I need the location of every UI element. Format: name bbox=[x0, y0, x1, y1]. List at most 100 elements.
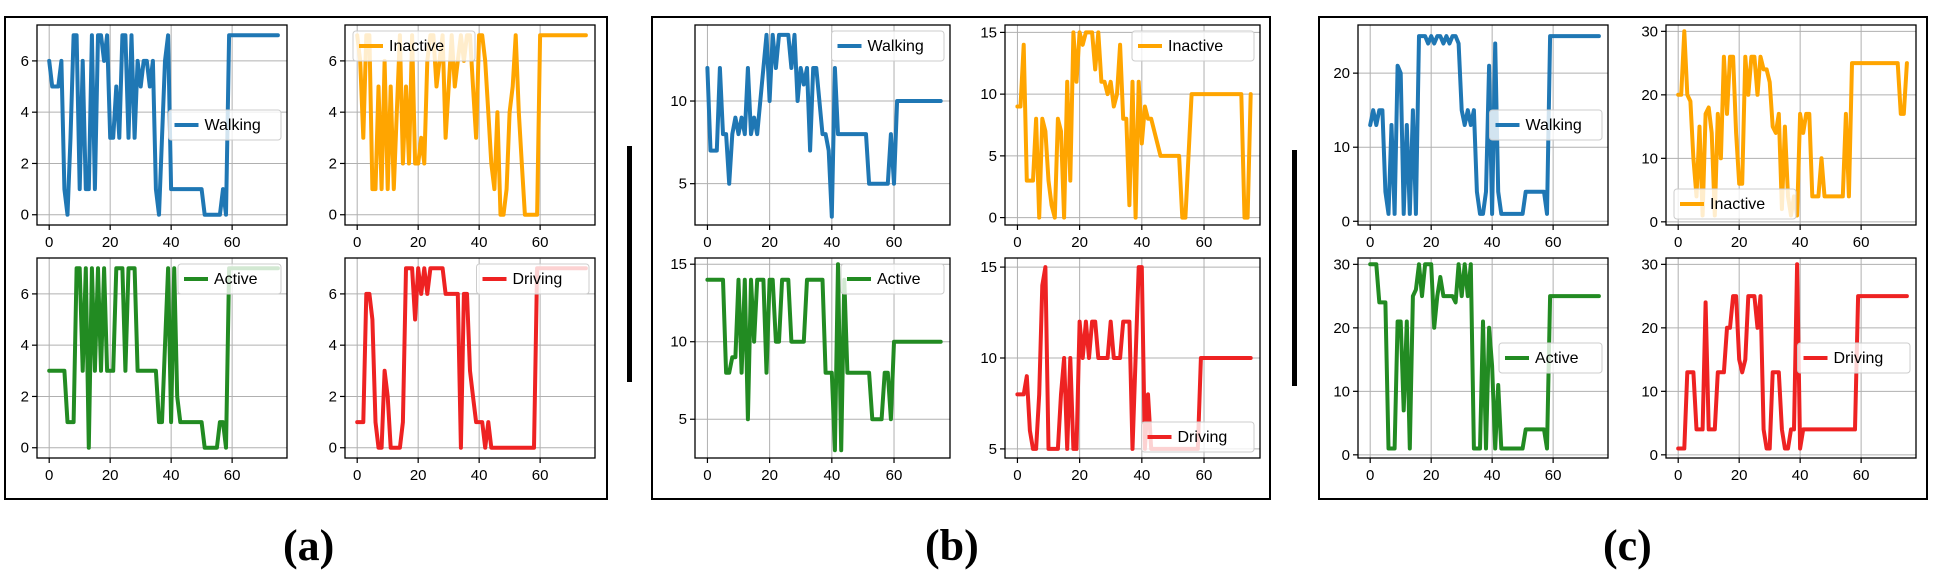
chart-b-bottom-left-ytick-label-5: 5 bbox=[679, 411, 687, 428]
chart-c-top-right-axes-frame bbox=[1665, 24, 1917, 226]
panel-a-frame bbox=[4, 16, 608, 500]
chart-b-bottom-right-ytick-label-15: 15 bbox=[980, 259, 997, 276]
chart-b-bottom-left-legend: Active bbox=[840, 263, 945, 295]
chart-b-top-left-ytick-label-10: 10 bbox=[670, 93, 687, 110]
chart-a-top-left-legend: Walking bbox=[168, 109, 282, 141]
chart-b-top-right-xtick-label-20: 20 bbox=[1071, 234, 1088, 251]
chart-a-top-left-xtick-label-60: 60 bbox=[224, 234, 241, 251]
chart-c-top-left-series-line-0 bbox=[1368, 34, 1601, 216]
chart-b-top-right-xtick-label-60: 60 bbox=[1196, 234, 1213, 251]
chart-c-top-right-xtick-label-20: 20 bbox=[1731, 234, 1748, 251]
separator-bar-1 bbox=[627, 146, 632, 382]
chart-c-top-left-xtick-label-20: 20 bbox=[1423, 234, 1440, 251]
chart-a-top-left-ytick-label-4: 4 bbox=[21, 104, 29, 121]
chart-c-bottom-right-ytick-label-30: 30 bbox=[1641, 256, 1658, 273]
chart-a-top-right-ytick-label-2: 2 bbox=[329, 155, 337, 172]
chart-b-top-right-series-line-0 bbox=[1015, 30, 1253, 220]
chart-a-top-right-xtick-label-60: 60 bbox=[532, 234, 549, 251]
chart-a-bottom-left-ytick-label-4: 4 bbox=[21, 337, 29, 354]
panel-a-caption: (a) bbox=[283, 521, 335, 570]
chart-c-top-right-legend: Inactive bbox=[1673, 188, 1797, 220]
chart-b-top-right-xtick-label-0: 0 bbox=[1013, 234, 1021, 251]
chart-c-bottom-right-xtick-label-40: 40 bbox=[1792, 467, 1809, 484]
chart-c-top-right-legend-box bbox=[1673, 188, 1797, 220]
chart-c-bottom-right-ytick-label-10: 10 bbox=[1641, 383, 1658, 400]
chart-a-top-left-ytick-label-2: 2 bbox=[21, 155, 29, 172]
chart-c-bottom-left-ytick-label-0: 0 bbox=[1342, 447, 1350, 464]
chart-b-bottom-left: 0 20 40 60 5 10 15 Active bbox=[670, 256, 951, 484]
chart-a-top-right-xtick-label-0: 0 bbox=[353, 234, 361, 251]
chart-c-bottom-left-axes-frame bbox=[1357, 257, 1609, 459]
chart-c-bottom-left-xtick-label-60: 60 bbox=[1545, 467, 1562, 484]
chart-c-bottom-left-xtick-label-40: 40 bbox=[1484, 467, 1501, 484]
chart-a-top-right-ytick-label-0: 0 bbox=[329, 207, 337, 224]
chart-c-top-right-xtick-label-0: 0 bbox=[1674, 234, 1682, 251]
chart-c-bottom-left-xtick-label-0: 0 bbox=[1366, 467, 1374, 484]
panel-b-frame bbox=[651, 16, 1271, 500]
chart-c-bottom-right-legend-box bbox=[1797, 342, 1911, 374]
chart-a-bottom-right-ytick-label-0: 0 bbox=[329, 440, 337, 457]
chart-b-top-right-legend: Inactive bbox=[1131, 30, 1255, 62]
chart-a-top-right-xtick-label-40: 40 bbox=[471, 234, 488, 251]
panel-b-caption: (b) bbox=[925, 521, 979, 570]
chart-a-bottom-right-ytick-label-2: 2 bbox=[329, 388, 337, 405]
chart-b-bottom-left-ytick-label-15: 15 bbox=[670, 256, 687, 273]
chart-a-top-right: 0 20 40 60 0 2 4 6 Inactive bbox=[329, 24, 596, 251]
chart-b-bottom-left-xtick-label-20: 20 bbox=[761, 467, 778, 484]
chart-b-bottom-right-ytick-label-10: 10 bbox=[980, 350, 997, 367]
chart-a-bottom-right-xtick-label-0: 0 bbox=[353, 467, 361, 484]
chart-b-top-left-legend: Walking bbox=[831, 30, 945, 62]
chart-b-bottom-left-legend-box bbox=[840, 263, 945, 295]
chart-a-bottom-left-legend-label: Active bbox=[214, 271, 258, 288]
chart-a-top-right-series-line-0 bbox=[355, 33, 588, 217]
chart-c-bottom-left-legend: Active bbox=[1498, 342, 1603, 374]
chart-c-bottom-right-ytick-label-0: 0 bbox=[1650, 447, 1658, 464]
chart-b-bottom-left-xtick-label-0: 0 bbox=[703, 467, 711, 484]
chart-c-top-left: 0 20 40 60 0 10 20 Walking bbox=[1333, 24, 1609, 251]
chart-c-top-left-legend-box bbox=[1489, 109, 1603, 141]
chart-c-bottom-left-legend-box bbox=[1498, 342, 1603, 374]
chart-b-top-right-legend-box bbox=[1131, 30, 1255, 62]
chart-c-top-right: 0 20 40 60 0 10 20 30 Inactive bbox=[1641, 23, 1917, 251]
chart-a-bottom-right-legend: Driving bbox=[476, 263, 590, 295]
chart-b-bottom-left-legend-label: Active bbox=[877, 271, 921, 288]
chart-c-bottom-left-series-line-0 bbox=[1368, 262, 1601, 451]
chart-a-bottom-left-legend-box bbox=[177, 263, 282, 295]
chart-c-top-right-xtick-label-60: 60 bbox=[1853, 234, 1870, 251]
chart-c-bottom-left-ytick-label-10: 10 bbox=[1333, 383, 1350, 400]
chart-b-bottom-left-axes-frame bbox=[694, 257, 951, 459]
chart-b-bottom-left-xtick-label-60: 60 bbox=[886, 467, 903, 484]
chart-c-bottom-left-xtick-label-20: 20 bbox=[1423, 467, 1440, 484]
chart-a-bottom-left-xtick-label-0: 0 bbox=[45, 467, 53, 484]
chart-a-top-right-legend-box bbox=[352, 30, 476, 62]
chart-b-bottom-right-xtick-label-0: 0 bbox=[1013, 467, 1021, 484]
chart-b-top-left: 0 20 40 60 5 10 Walking bbox=[670, 24, 951, 251]
chart-c-top-right-xtick-label-40: 40 bbox=[1792, 234, 1809, 251]
panel-c-frame bbox=[1318, 16, 1928, 500]
chart-a-bottom-left-ytick-label-0: 0 bbox=[21, 440, 29, 457]
chart-a-bottom-left-axes-frame bbox=[36, 257, 288, 459]
chart-a-bottom-right-legend-label: Driving bbox=[513, 271, 563, 288]
chart-a-bottom-right-xtick-label-20: 20 bbox=[410, 467, 427, 484]
chart-b-bottom-left-series-line-0 bbox=[705, 262, 943, 453]
chart-c-top-right-ytick-label-30: 30 bbox=[1641, 23, 1658, 40]
chart-a-bottom-right-ytick-label-4: 4 bbox=[329, 337, 337, 354]
chart-c-top-right-ytick-label-0: 0 bbox=[1650, 214, 1658, 231]
chart-b-bottom-right-series-line-0 bbox=[1015, 265, 1253, 451]
chart-c-bottom-right-legend: Driving bbox=[1797, 342, 1911, 374]
chart-b-bottom-left-xtick-label-40: 40 bbox=[823, 467, 840, 484]
chart-a-bottom-left-xtick-label-40: 40 bbox=[163, 467, 180, 484]
chart-a-top-left: 0 20 40 60 0 2 4 6 Walking bbox=[21, 24, 288, 251]
chart-a-top-left-xtick-label-40: 40 bbox=[163, 234, 180, 251]
chart-b-bottom-right-xtick-label-60: 60 bbox=[1196, 467, 1213, 484]
chart-c-bottom-left: 0 20 40 60 0 10 20 30 Active bbox=[1333, 256, 1609, 484]
chart-b-top-right-axes-frame bbox=[1004, 24, 1261, 226]
chart-c-bottom-left-ytick-label-30: 30 bbox=[1333, 256, 1350, 273]
chart-c-top-left-xtick-label-60: 60 bbox=[1545, 234, 1562, 251]
chart-a-bottom-right: 0 20 40 60 0 2 4 6 Driving bbox=[329, 257, 596, 484]
chart-a-top-left-legend-box bbox=[168, 109, 282, 141]
chart-c-bottom-left-ytick-label-20: 20 bbox=[1333, 320, 1350, 337]
chart-a-top-right-legend-label: Inactive bbox=[389, 38, 444, 55]
